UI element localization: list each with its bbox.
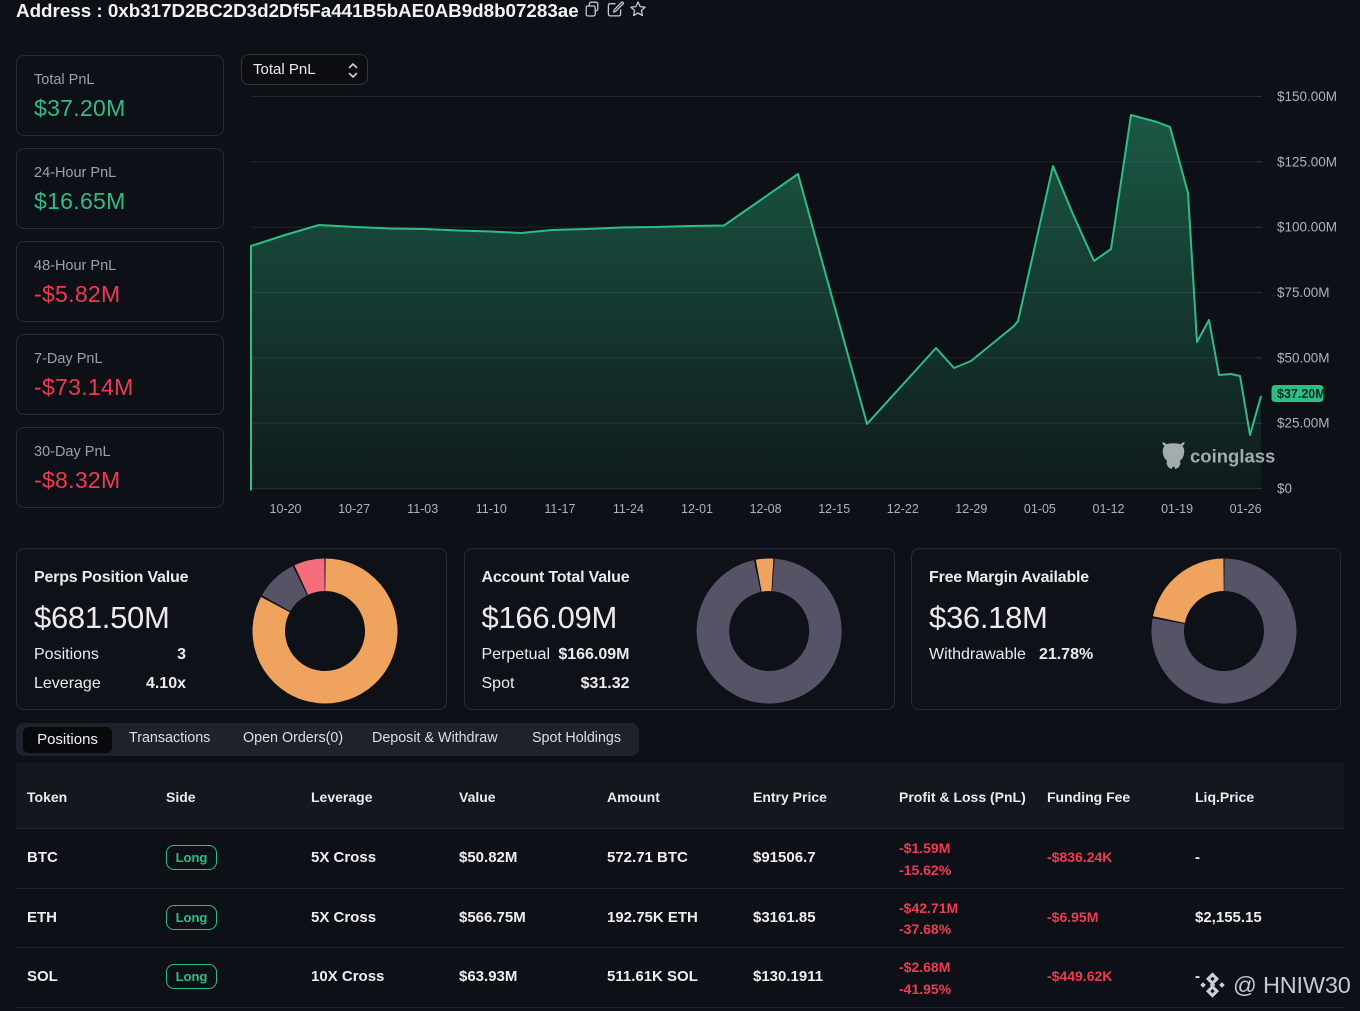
svg-text:$37.20M: $37.20M <box>1277 387 1326 401</box>
svg-text:12-08: 12-08 <box>750 502 782 516</box>
svg-text:11-10: 11-10 <box>476 502 507 516</box>
svg-text:12-22: 12-22 <box>887 502 919 516</box>
svg-text:12-15: 12-15 <box>818 502 850 516</box>
svg-text:01-05: 01-05 <box>1024 502 1056 516</box>
svg-text:$0: $0 <box>1277 481 1292 496</box>
svg-text:$50.00M: $50.00M <box>1277 350 1330 365</box>
svg-text:$125.00M: $125.00M <box>1277 154 1337 169</box>
svg-text:$25.00M: $25.00M <box>1277 416 1330 431</box>
svg-text:11-24: 11-24 <box>613 502 644 516</box>
svg-text:12-01: 12-01 <box>681 502 713 516</box>
svg-text:11-17: 11-17 <box>544 502 575 516</box>
svg-text:10-20: 10-20 <box>270 502 302 516</box>
svg-text:01-12: 01-12 <box>1093 502 1125 516</box>
svg-text:11-03: 11-03 <box>407 502 438 516</box>
svg-text:10-27: 10-27 <box>338 502 370 516</box>
svg-text:12-29: 12-29 <box>955 502 987 516</box>
svg-text:01-26: 01-26 <box>1230 502 1262 516</box>
svg-text:$100.00M: $100.00M <box>1277 220 1337 235</box>
svg-text:coinglass: coinglass <box>1190 446 1275 467</box>
svg-text:$75.00M: $75.00M <box>1277 285 1330 300</box>
svg-text:$150.00M: $150.00M <box>1277 89 1337 104</box>
svg-text:01-19: 01-19 <box>1161 502 1193 516</box>
